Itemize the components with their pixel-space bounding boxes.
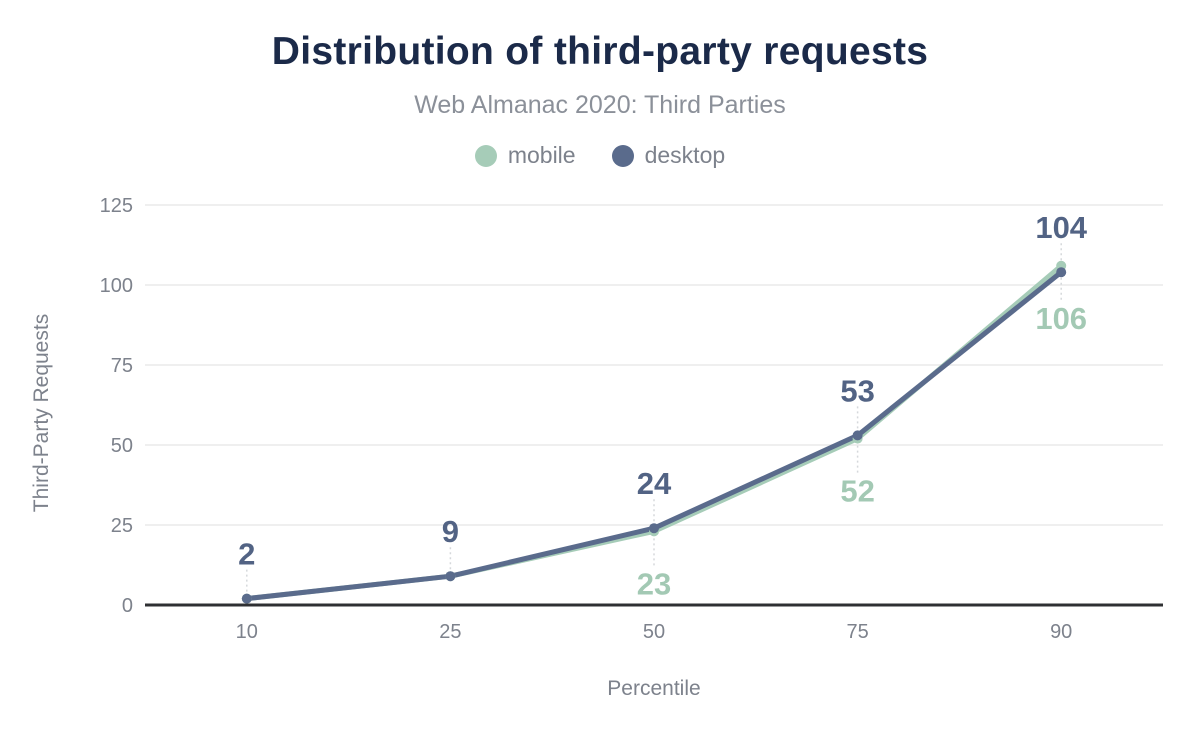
x-tick-label: 25 <box>439 621 461 643</box>
legend-item-desktop: desktop <box>611 142 726 169</box>
mobile-data-label: 23 <box>637 566 671 601</box>
mobile-series-swatch <box>474 144 497 167</box>
y-tick-label: 25 <box>111 515 133 537</box>
desktop-data-label: 24 <box>637 466 672 501</box>
y-tick-label: 100 <box>100 275 133 297</box>
legend: mobile desktop <box>0 142 1200 169</box>
desktop-data-point <box>649 523 659 534</box>
desktop-data-label: 2 <box>238 537 255 572</box>
desktop-data-label: 9 <box>442 514 459 549</box>
desktop-data-point <box>1056 267 1067 278</box>
y-axis-title: Third-Party Requests <box>30 314 53 512</box>
chart-title: Distribution of third-party requests <box>271 30 929 73</box>
desktop-data-label: 53 <box>840 373 874 408</box>
chart-subtitle: Web Almanac 2020: Third Parties <box>414 91 786 119</box>
mobile-data-label: 52 <box>840 474 874 509</box>
y-tick-label: 125 <box>100 195 133 217</box>
desktop-series-swatch <box>611 144 634 167</box>
desktop-data-label: 104 <box>1035 210 1087 245</box>
legend-item-mobile: mobile <box>474 142 576 169</box>
legend-label-mobile: mobile <box>507 142 576 168</box>
x-tick-label: 50 <box>643 621 665 643</box>
y-tick-label: 0 <box>122 595 133 617</box>
x-tick-label: 10 <box>236 621 258 643</box>
desktop-data-point <box>445 571 456 582</box>
y-tick-label: 50 <box>111 435 133 457</box>
desktop-data-point <box>241 593 252 604</box>
y-tick-label: 75 <box>111 355 133 377</box>
mobile-data-label: 106 <box>1035 301 1087 336</box>
x-tick-label: 75 <box>846 621 868 643</box>
legend-label-desktop: desktop <box>644 142 726 168</box>
x-tick-label: 90 <box>1050 621 1072 643</box>
x-axis-title: Percentile <box>607 677 700 700</box>
desktop-data-point <box>852 430 863 441</box>
